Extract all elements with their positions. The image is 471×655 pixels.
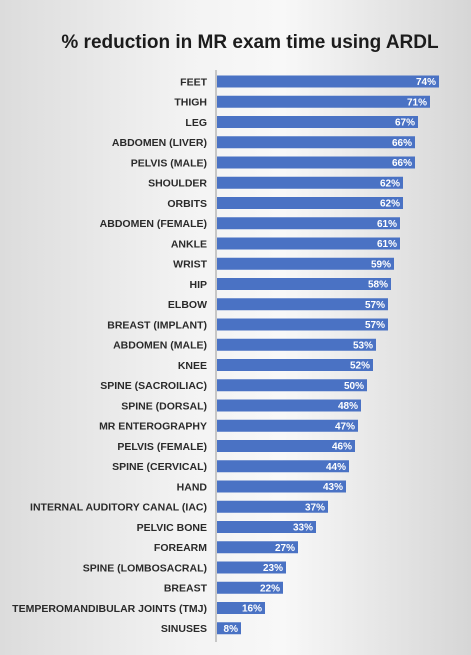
bar-value-label: 74% (416, 77, 436, 88)
category-label: MR ENTEROGRAPHY (99, 421, 207, 433)
bar-value-label: 67% (395, 118, 415, 129)
bar-value-label: 16% (242, 604, 262, 615)
bar (217, 75, 439, 88)
bar-value-label: 50% (344, 381, 364, 392)
bar (217, 460, 349, 473)
bar-value-label: 66% (392, 158, 412, 169)
bar-value-label: 61% (377, 239, 397, 250)
bar-value-label: 46% (332, 442, 352, 453)
bar (217, 581, 283, 594)
category-label: SINUSES (161, 623, 207, 635)
category-label: BREAST (164, 583, 208, 595)
category-label: ORBITS (167, 198, 207, 210)
bar (217, 359, 373, 371)
category-label: BREAST (IMPLANT) (107, 319, 207, 331)
category-label: SPINE (DORSAL) (121, 400, 207, 412)
bar (217, 298, 388, 311)
bar (217, 399, 361, 412)
bar (217, 257, 394, 270)
bar (217, 278, 391, 290)
bar (217, 602, 265, 614)
category-label: ELBOW (168, 299, 207, 311)
chart-title: % reduction in MR exam time using ARDL (61, 32, 439, 53)
category-label: ABDOMEN (MALE) (113, 340, 207, 352)
bar-value-label: 8% (224, 624, 239, 635)
category-label: ABDOMEN (FEMALE) (100, 218, 207, 230)
category-label: PELVIC BONE (137, 522, 207, 534)
bar (217, 197, 403, 209)
bar-value-label: 44% (326, 462, 346, 473)
category-label: PELVIS (FEMALE) (117, 441, 207, 453)
bar (217, 338, 376, 351)
bar-value-label: 57% (365, 300, 385, 311)
category-label: LEG (185, 117, 207, 129)
category-label: SHOULDER (148, 178, 207, 190)
category-label: FEET (180, 76, 207, 88)
bar (217, 237, 400, 250)
bar-value-label: 48% (338, 401, 358, 412)
bar-value-label: 33% (293, 523, 313, 534)
bar-value-label: 59% (371, 259, 391, 270)
bar-value-label: 61% (377, 219, 397, 230)
bar (217, 116, 418, 128)
category-label: WRIST (173, 259, 207, 271)
bar-value-label: 53% (353, 340, 373, 351)
bar (217, 541, 298, 554)
category-label: HAND (177, 481, 208, 493)
bar (217, 622, 241, 635)
bar-value-label: 27% (275, 543, 295, 554)
bar (217, 217, 400, 230)
bar (217, 419, 358, 432)
bar-value-label: 62% (380, 178, 400, 189)
category-label: TEMPEROMANDIBULAR JOINTS (TMJ) (12, 603, 207, 615)
bar-value-label: 62% (380, 199, 400, 210)
category-label: ABDOMEN (LIVER) (112, 137, 207, 149)
bar-value-label: 22% (260, 583, 280, 594)
category-label: SPINE (SACROILIAC) (100, 380, 207, 392)
bar-value-label: 37% (305, 502, 325, 513)
bar (217, 156, 415, 169)
bar-value-label: 57% (365, 320, 385, 331)
bar (217, 480, 346, 493)
bar-value-label: 66% (392, 138, 412, 149)
category-label: FOREARM (154, 542, 207, 554)
category-label: INTERNAL AUDITORY CANAL (IAC) (30, 502, 207, 514)
bar (217, 379, 367, 392)
category-label: PELVIS (MALE) (131, 157, 207, 169)
bar-value-label: 58% (368, 280, 388, 291)
bar (217, 440, 355, 452)
bar-value-label: 71% (407, 97, 427, 108)
category-label: HIP (189, 279, 207, 291)
bar (217, 95, 430, 108)
bar (217, 500, 328, 513)
bar-value-label: 52% (350, 361, 370, 372)
bar-value-label: 23% (263, 563, 283, 574)
bar-value-label: 43% (323, 482, 343, 493)
category-label: ANKLE (171, 238, 207, 250)
category-label: SPINE (CERVICAL) (112, 461, 207, 473)
bar-value-label: 47% (335, 421, 355, 432)
bars-group: FEET 74% THIGH 71% LEG 67% ABDOMEN (LIVER) 66% P… (12, 75, 439, 635)
bar (217, 561, 286, 574)
category-label: KNEE (178, 360, 207, 372)
category-label: SPINE (LOMBOSACRAL) (83, 562, 207, 574)
bar (217, 521, 316, 533)
bar (217, 318, 388, 331)
category-label: THIGH (174, 97, 207, 109)
bar (217, 176, 403, 189)
bar (217, 136, 415, 149)
